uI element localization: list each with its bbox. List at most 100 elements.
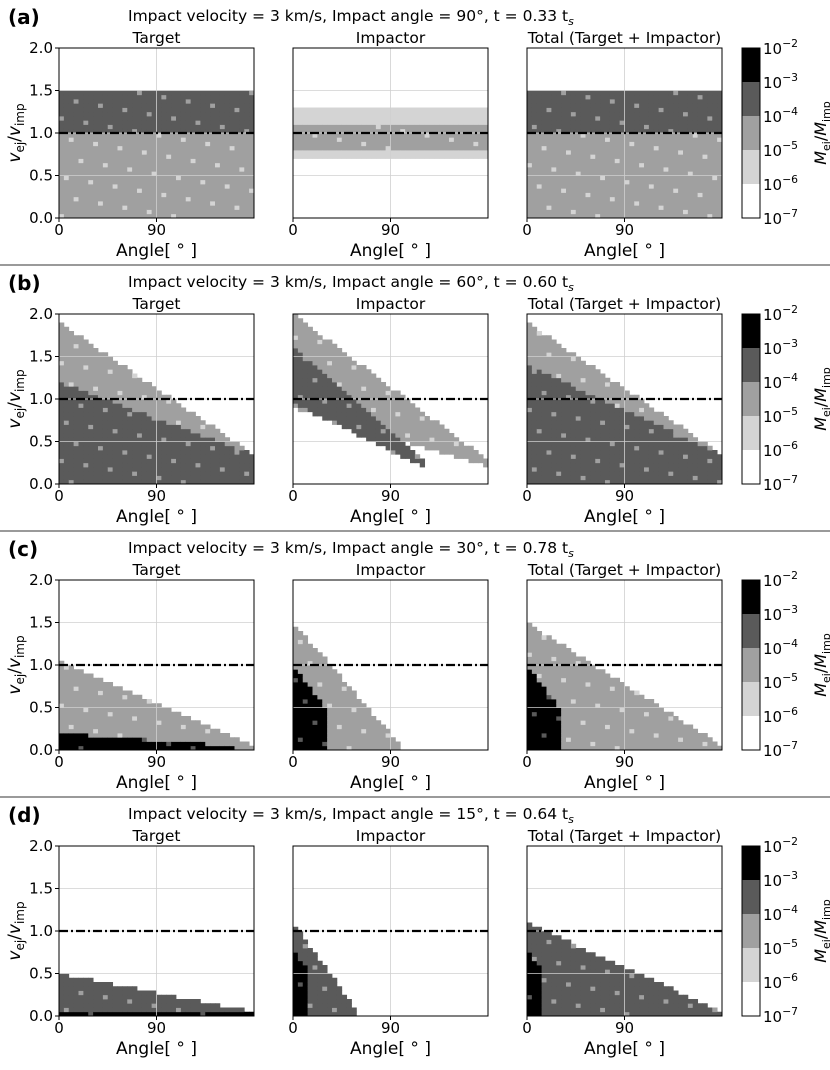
heatmap-cell [225, 197, 230, 202]
heatmap-cell [381, 391, 386, 396]
heatmap-cell [88, 154, 93, 159]
heatmap-cell [215, 188, 220, 193]
heatmap-cell [220, 184, 225, 189]
heatmap-cell [122, 408, 127, 413]
heatmap-cell [322, 344, 327, 349]
heatmap-cell [74, 180, 79, 185]
heatmap-cell [532, 176, 537, 181]
heatmap-cell [239, 176, 244, 181]
heatmap-cell [566, 361, 571, 366]
heatmap-cell [571, 369, 576, 374]
heatmap-cell [561, 420, 566, 425]
heatmap-cell [171, 420, 176, 425]
heatmap-cell [600, 176, 605, 181]
heatmap-cell [590, 137, 595, 142]
heatmap-cell [83, 180, 88, 185]
heatmap-cell [673, 180, 678, 185]
heatmap-cell [64, 146, 69, 151]
heatmap-cell [527, 429, 532, 434]
heatmap-cell [103, 201, 108, 206]
heatmap-cell [415, 108, 420, 113]
heatmap-cell [395, 391, 400, 396]
heatmap-cell [74, 450, 79, 455]
heatmap-cell [196, 116, 201, 121]
heatmap-cell [103, 103, 108, 108]
heatmap-cell [137, 150, 142, 155]
heatmap-cell [147, 125, 152, 130]
heatmap-cell [707, 150, 712, 155]
heatmap-cell [659, 205, 664, 210]
heatmap-cell [566, 357, 571, 362]
heatmap-cell [93, 425, 98, 430]
heatmap-cell [425, 429, 430, 434]
heatmap-cell [634, 137, 639, 142]
heatmap-cell [551, 176, 556, 181]
heatmap-cell [551, 159, 556, 164]
heatmap-cell [74, 120, 79, 125]
heatmap-cell [576, 120, 581, 125]
heatmap-cell [64, 154, 69, 159]
heatmap-cell [615, 446, 620, 451]
heatmap-cell [410, 450, 415, 455]
heatmap-cell [98, 180, 103, 185]
heatmap-cell [220, 163, 225, 168]
heatmap-cell [181, 408, 186, 413]
heatmap-cell [108, 159, 113, 164]
heatmap-cell [644, 116, 649, 121]
heatmap-cell [103, 99, 108, 104]
heatmap-cell [88, 454, 93, 459]
heatmap-cell [595, 450, 600, 455]
heatmap-cell [707, 184, 712, 189]
heatmap-cell [127, 95, 132, 100]
heatmap-cell [668, 120, 673, 125]
heatmap-cell [235, 454, 240, 459]
heatmap-cell [537, 137, 542, 142]
heatmap-cell [381, 112, 386, 117]
heatmap-cell [205, 112, 210, 117]
heatmap-cell [239, 471, 244, 476]
heatmap-cell [176, 425, 181, 430]
heatmap-cell [210, 471, 215, 476]
heatmap-cell [371, 429, 376, 434]
heatmap-cell [673, 108, 678, 113]
heatmap-cell [132, 467, 137, 472]
heatmap-cell [610, 201, 615, 206]
heatmap-cell [69, 403, 74, 408]
heatmap-cell [566, 163, 571, 168]
heatmap-cell [205, 188, 210, 193]
heatmap-cell [590, 201, 595, 206]
heatmap-cell [342, 365, 347, 370]
heatmap-cell [200, 188, 205, 193]
heatmap-cell [88, 142, 93, 147]
heatmap-cell [571, 205, 576, 210]
heatmap-cell [659, 201, 664, 206]
heatmap-cell [556, 412, 561, 417]
heatmap-cell [74, 116, 79, 121]
heatmap-cell [127, 205, 132, 210]
heatmap-cell [566, 193, 571, 198]
heatmap-cell [225, 142, 230, 147]
heatmap-cell [629, 154, 634, 159]
heatmap-cell [166, 146, 171, 151]
heatmap-cell [293, 120, 298, 125]
heatmap-cell [707, 120, 712, 125]
heatmap-cell [127, 103, 132, 108]
heatmap-cell [561, 108, 566, 113]
heatmap-cell [308, 108, 313, 113]
heatmap-cell [673, 116, 678, 121]
heatmap-cell [605, 476, 610, 481]
heatmap-cell [337, 108, 342, 113]
heatmap-cell [171, 120, 176, 125]
heatmap-cell [317, 386, 322, 391]
heatmap-cell [410, 142, 415, 147]
heatmap-cell [157, 163, 162, 168]
heatmap-cell [659, 108, 664, 113]
heatmap-cell [547, 476, 552, 481]
heatmap-cell [88, 108, 93, 113]
heatmap-cell [88, 412, 93, 417]
heatmap-cell [678, 142, 683, 147]
heatmap-cell [191, 463, 196, 468]
heatmap-cell [581, 205, 586, 210]
heatmap-cell [191, 471, 196, 476]
heatmap-cell [527, 425, 532, 430]
